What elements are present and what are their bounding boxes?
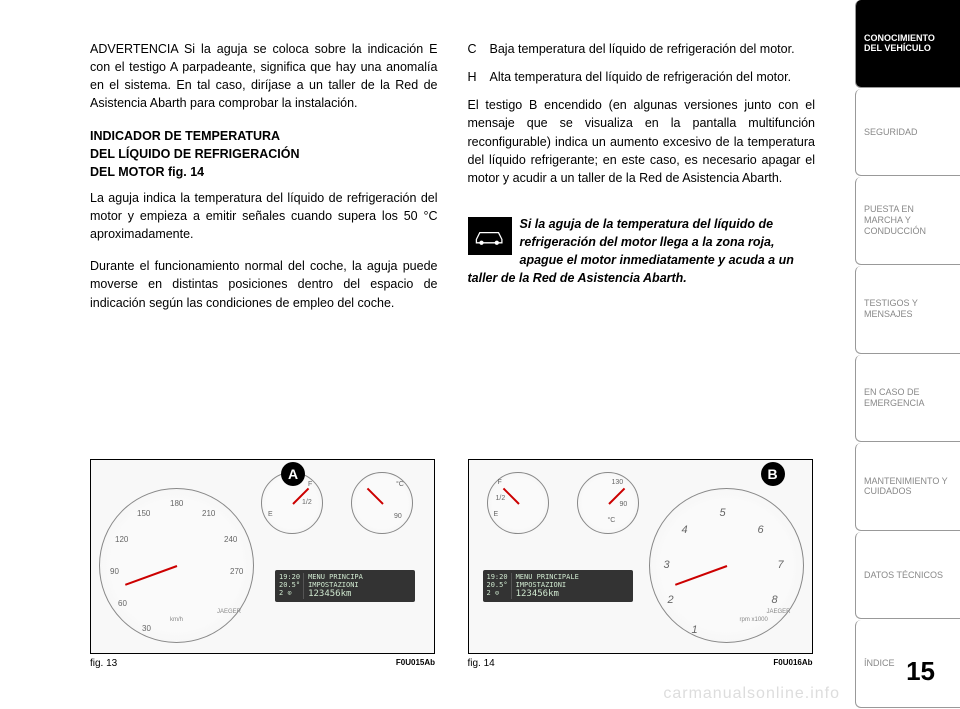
heading-line-3: DEL MOTOR fig. 14	[90, 165, 204, 179]
fuel-mark: 1/2	[302, 499, 312, 506]
left-column: ADVERTENCIA Si la aguja se coloca sobre …	[90, 40, 438, 326]
list-letter-c: C	[468, 40, 490, 58]
figure-14-caption: fig. 14	[468, 658, 495, 669]
figure-13-image: 30 60 90 120 150 180 210 240 270 km/h JA…	[90, 459, 435, 654]
display-line: 19:20	[279, 573, 300, 581]
fuel-gauge-dial: E 1/2 F	[487, 472, 549, 534]
instrument-display: 19:20 20.5° 2 ⊙ MENU PRINCIPA IMPOSTAZIO…	[275, 570, 415, 602]
temp-mark: 130	[612, 479, 624, 486]
tacho-tick: 7	[778, 559, 784, 571]
tab-mantenimiento[interactable]: MANTENIMIENTO Y CUIDADOS	[855, 443, 960, 531]
heading-line-2: DEL LÍQUIDO DE REFRIGERACIÓN	[90, 147, 300, 161]
fuel-mark: F	[308, 481, 312, 488]
speedo-tick: 270	[230, 567, 243, 576]
tacho-tick: 3	[664, 559, 670, 571]
tab-puesta[interactable]: PUESTA EN MARCHA Y CONDUCCIÓN	[855, 177, 960, 265]
page-number: 15	[906, 656, 935, 687]
display-line: 20.5°	[279, 581, 300, 589]
tacho-tick: 5	[720, 507, 726, 519]
speedometer-dial: 30 60 90 120 150 180 210 240 270 km/h JA…	[99, 488, 254, 643]
display-line: 2 ⊙	[487, 589, 508, 597]
warning-car-icon	[468, 217, 512, 255]
tachometer-dial: 1 2 3 4 5 6 7 8 rpm x1000 JAEGER	[649, 488, 804, 643]
speedo-tick: 60	[118, 599, 127, 608]
tacho-tick: 8	[772, 594, 778, 606]
brand-text: JAEGER	[217, 609, 241, 615]
warning-box: Si la aguja de la temperatura del líquid…	[468, 215, 816, 288]
display-line: 20.5°	[487, 581, 508, 589]
tacho-tick: 6	[758, 524, 764, 536]
display-line: 123456km	[308, 589, 363, 599]
body-paragraph-2: La aguja indica la temperatura del líqui…	[90, 189, 438, 243]
tacho-unit: rpm x1000	[740, 617, 768, 623]
section-heading: INDICADOR DE TEMPERATURA DEL LÍQUIDO DE …	[90, 127, 438, 181]
speedo-tick: 30	[142, 624, 151, 633]
list-text-h: Alta temperatura del líquido de refriger…	[490, 68, 816, 86]
figure-13: 30 60 90 120 150 180 210 240 270 km/h JA…	[90, 459, 438, 669]
right-column: C Baja temperatura del líquido de refrig…	[468, 40, 816, 326]
temp-mark: 90	[394, 513, 402, 520]
callout-bubble-b: B	[761, 462, 785, 486]
body-paragraph-3: Durante el funcionamiento normal del coc…	[90, 257, 438, 311]
speedo-needle	[125, 565, 177, 586]
fuel-mark: E	[268, 511, 273, 518]
body-paragraph-right: El testigo B encendido (en algunas versi…	[468, 96, 816, 187]
section-tabs-sidebar: CONOCIMIENTO DEL VEHÍCULO SEGURIDAD PUES…	[855, 0, 960, 709]
figure-14: E 1/2 F °C 90 130 1 2 3 4	[468, 459, 816, 669]
advertencia-paragraph: ADVERTENCIA Si la aguja se coloca sobre …	[90, 40, 438, 113]
tab-datos[interactable]: DATOS TÉCNICOS	[855, 532, 960, 620]
tacho-needle	[674, 565, 726, 586]
brand-text: JAEGER	[766, 609, 790, 615]
manual-page: ADVERTENCIA Si la aguja se coloca sobre …	[0, 0, 960, 709]
warning-text: Si la aguja de la temperatura del líquid…	[468, 217, 794, 285]
display-line: MENU PRINCIPA	[308, 573, 363, 581]
temp-needle	[367, 488, 384, 505]
instrument-display: 19:20 20.5° 2 ⊙ MENU PRINCIPALE IMPOSTAZ…	[483, 570, 633, 602]
speedo-tick: 150	[137, 509, 150, 518]
display-line: MENU PRINCIPALE	[516, 573, 579, 581]
tab-testigos[interactable]: TESTIGOS Y MENSAJES	[855, 266, 960, 354]
fuel-mark: F	[498, 479, 502, 486]
figure-14-image: E 1/2 F °C 90 130 1 2 3 4	[468, 459, 813, 654]
figure-13-code: F0U015Ab	[396, 658, 435, 669]
list-item-h: H Alta temperatura del líquido de refrig…	[468, 68, 816, 86]
tacho-tick: 4	[682, 524, 688, 536]
list-text-c: Baja temperatura del líquido de refriger…	[490, 40, 816, 58]
speedo-tick: 180	[170, 499, 183, 508]
temp-gauge-dial: °C 90	[351, 472, 413, 534]
tab-seguridad[interactable]: SEGURIDAD	[855, 89, 960, 177]
speedo-tick: 240	[224, 535, 237, 544]
temp-mark: °C	[396, 481, 404, 488]
speedo-tick: 210	[202, 509, 215, 518]
speedo-unit: km/h	[170, 617, 183, 623]
list-letter-h: H	[468, 68, 490, 86]
figure-14-code: F0U016Ab	[773, 658, 812, 669]
tab-emergencia[interactable]: EN CASO DE EMERGENCIA	[855, 355, 960, 443]
callout-bubble-a: A	[281, 462, 305, 486]
temp-mark: °C	[608, 517, 616, 524]
display-line: IMPOSTAZIONI	[308, 581, 363, 589]
figures-row: 30 60 90 120 150 180 210 240 270 km/h JA…	[90, 459, 815, 669]
fuel-mark: E	[494, 511, 499, 518]
temp-mark: 90	[620, 501, 628, 508]
figure-14-caption-row: fig. 14 F0U016Ab	[468, 658, 813, 669]
tab-conocimiento[interactable]: CONOCIMIENTO DEL VEHÍCULO	[855, 0, 960, 88]
display-line: 2 ⊙	[279, 589, 300, 597]
heading-line-1: INDICADOR DE TEMPERATURA	[90, 129, 280, 143]
watermark: carmanualsonline.info	[663, 685, 840, 703]
tacho-tick: 2	[668, 594, 674, 606]
fuel-mark: 1/2	[496, 495, 506, 502]
speedo-tick: 90	[110, 567, 119, 576]
list-item-c: C Baja temperatura del líquido de refrig…	[468, 40, 816, 58]
display-line: 123456km	[516, 589, 579, 599]
temp-gauge-dial: °C 90 130	[577, 472, 639, 534]
content-columns: ADVERTENCIA Si la aguja se coloca sobre …	[90, 40, 815, 326]
display-line: IMPOSTAZIONI	[516, 581, 579, 589]
display-line: 19:20	[487, 573, 508, 581]
speedo-tick: 120	[115, 535, 128, 544]
figure-13-caption: fig. 13	[90, 658, 117, 669]
figure-13-caption-row: fig. 13 F0U015Ab	[90, 658, 435, 669]
tacho-tick: 1	[692, 624, 698, 636]
